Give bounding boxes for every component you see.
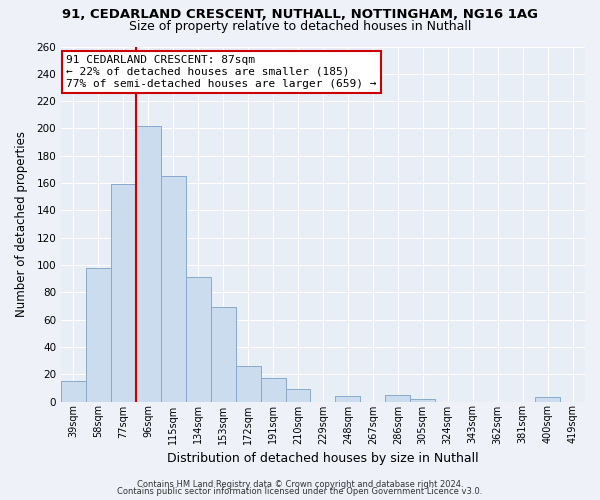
Text: Size of property relative to detached houses in Nuthall: Size of property relative to detached ho… [129,20,471,33]
Bar [260,378,286,402]
Bar [535,398,560,402]
Bar [385,394,410,402]
X-axis label: Distribution of detached houses by size in Nuthall: Distribution of detached houses by size … [167,452,479,465]
Bar [111,184,136,402]
Bar [286,389,310,402]
Bar [161,176,186,402]
Bar [211,308,236,402]
Text: 91 CEDARLAND CRESCENT: 87sqm
← 22% of detached houses are smaller (185)
77% of s: 91 CEDARLAND CRESCENT: 87sqm ← 22% of de… [66,56,377,88]
Bar [186,278,211,402]
Bar [410,399,435,402]
Bar [136,126,161,402]
Y-axis label: Number of detached properties: Number of detached properties [15,131,28,317]
Text: Contains HM Land Registry data © Crown copyright and database right 2024.: Contains HM Land Registry data © Crown c… [137,480,463,489]
Bar [236,366,260,402]
Bar [61,381,86,402]
Bar [335,396,361,402]
Text: 91, CEDARLAND CRESCENT, NUTHALL, NOTTINGHAM, NG16 1AG: 91, CEDARLAND CRESCENT, NUTHALL, NOTTING… [62,8,538,20]
Text: Contains public sector information licensed under the Open Government Licence v3: Contains public sector information licen… [118,487,482,496]
Bar [86,268,111,402]
